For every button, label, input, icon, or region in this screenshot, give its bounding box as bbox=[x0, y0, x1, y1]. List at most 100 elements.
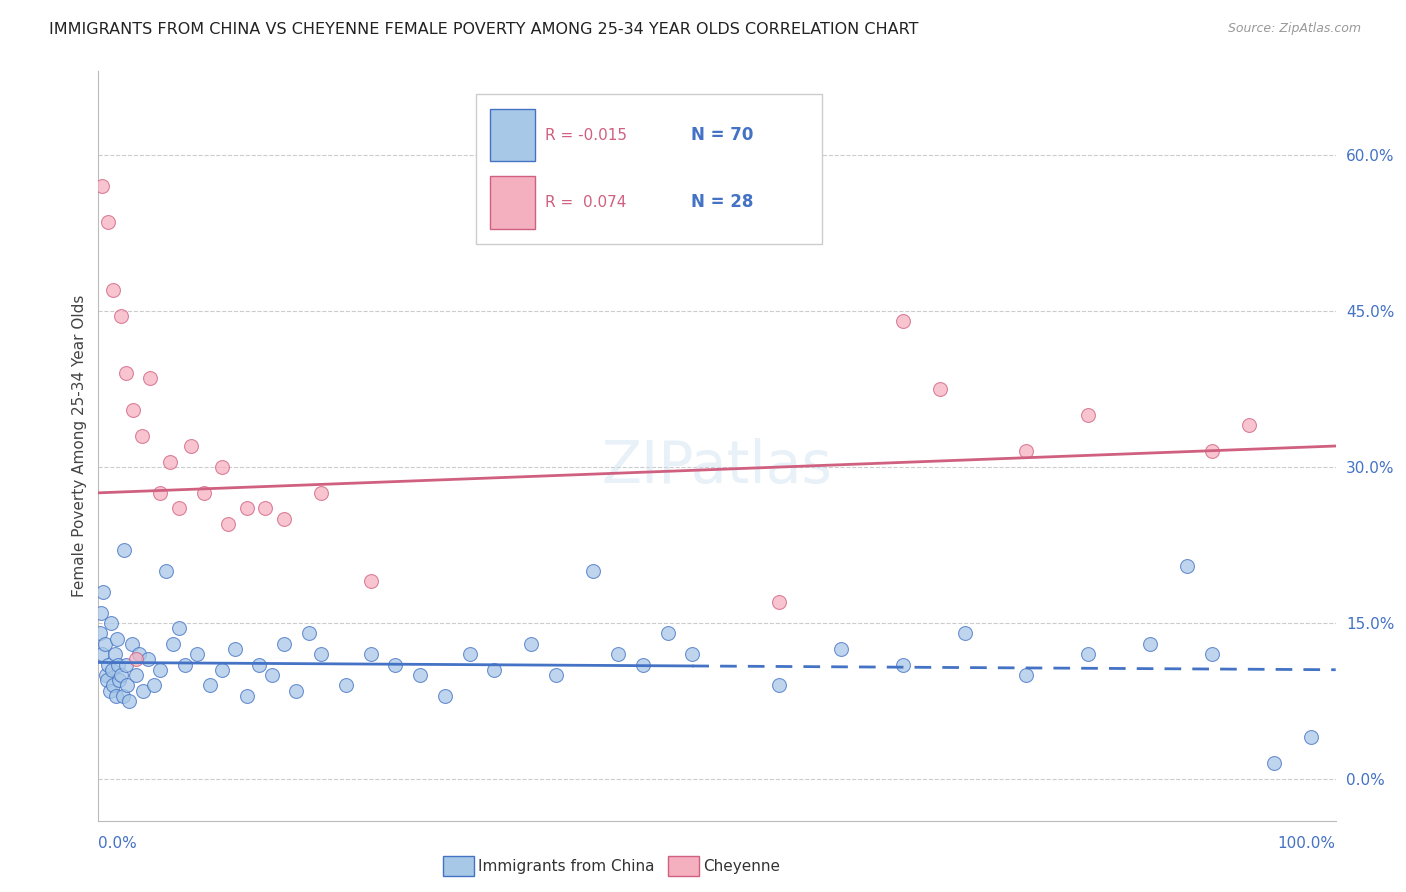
Point bbox=[100, 615, 122, 630]
Point bbox=[458, 647, 481, 661]
Point bbox=[681, 647, 703, 661]
Point bbox=[103, 283, 125, 297]
Point bbox=[891, 314, 914, 328]
Point bbox=[631, 657, 654, 672]
Point bbox=[768, 678, 790, 692]
Point bbox=[830, 642, 852, 657]
Point bbox=[273, 512, 295, 526]
Point bbox=[122, 402, 145, 417]
Y-axis label: Female Poverty Among 25-34 Year Olds: Female Poverty Among 25-34 Year Olds bbox=[72, 295, 87, 597]
Point bbox=[309, 485, 332, 500]
Point bbox=[110, 668, 132, 682]
Point bbox=[115, 678, 138, 692]
Point bbox=[891, 657, 914, 672]
Point bbox=[128, 647, 150, 661]
Point bbox=[174, 657, 197, 672]
Point bbox=[89, 626, 111, 640]
Point bbox=[273, 637, 295, 651]
Point bbox=[108, 673, 131, 688]
Point bbox=[298, 626, 321, 640]
Point bbox=[94, 668, 117, 682]
Point bbox=[97, 215, 120, 229]
Point bbox=[110, 309, 132, 323]
Point bbox=[433, 689, 456, 703]
Text: Source: ZipAtlas.com: Source: ZipAtlas.com bbox=[1227, 22, 1361, 36]
Point bbox=[409, 668, 432, 682]
Point bbox=[285, 683, 308, 698]
Point bbox=[260, 668, 283, 682]
Text: 100.0%: 100.0% bbox=[1278, 837, 1336, 851]
Point bbox=[98, 683, 121, 698]
Point bbox=[928, 382, 950, 396]
Point bbox=[1175, 558, 1198, 573]
Point bbox=[149, 485, 172, 500]
Point bbox=[1299, 731, 1322, 745]
Point bbox=[136, 652, 159, 666]
Point bbox=[118, 694, 141, 708]
Point bbox=[224, 642, 246, 657]
Point bbox=[360, 647, 382, 661]
Point bbox=[91, 647, 114, 661]
Point bbox=[180, 439, 202, 453]
Point bbox=[582, 564, 605, 578]
Point bbox=[93, 584, 115, 599]
Point bbox=[91, 178, 114, 193]
Point bbox=[162, 637, 184, 651]
Point bbox=[1015, 668, 1038, 682]
Point bbox=[520, 637, 543, 651]
Point bbox=[114, 366, 136, 380]
Point bbox=[1015, 444, 1038, 458]
Point bbox=[217, 517, 239, 532]
Point bbox=[546, 668, 568, 682]
Point bbox=[607, 647, 630, 661]
Point bbox=[309, 647, 332, 661]
Point bbox=[159, 455, 181, 469]
Point bbox=[657, 626, 679, 640]
Point bbox=[103, 678, 125, 692]
Point bbox=[193, 485, 215, 500]
Point bbox=[90, 606, 112, 620]
Point bbox=[1201, 647, 1223, 661]
Point bbox=[198, 678, 221, 692]
Text: Immigrants from China: Immigrants from China bbox=[478, 859, 655, 873]
Point bbox=[105, 632, 128, 646]
Point bbox=[124, 652, 146, 666]
Point bbox=[484, 663, 506, 677]
Point bbox=[149, 663, 172, 677]
Point bbox=[96, 673, 118, 688]
Text: 0.0%: 0.0% bbox=[98, 837, 138, 851]
Point bbox=[1077, 408, 1099, 422]
Point bbox=[112, 543, 135, 558]
Point bbox=[360, 574, 382, 589]
Point bbox=[211, 663, 233, 677]
Point bbox=[254, 501, 277, 516]
Point bbox=[112, 689, 135, 703]
Point bbox=[139, 371, 162, 385]
Point bbox=[104, 689, 127, 703]
Point bbox=[186, 647, 208, 661]
Point bbox=[107, 657, 129, 672]
Point bbox=[211, 459, 233, 474]
Point bbox=[131, 428, 153, 442]
Point bbox=[124, 668, 146, 682]
Point bbox=[103, 647, 125, 661]
Point bbox=[121, 637, 143, 651]
Text: ZIPatlas: ZIPatlas bbox=[602, 438, 832, 495]
Text: IMMIGRANTS FROM CHINA VS CHEYENNE FEMALE POVERTY AMONG 25-34 YEAR OLDS CORRELATI: IMMIGRANTS FROM CHINA VS CHEYENNE FEMALE… bbox=[49, 22, 918, 37]
Point bbox=[335, 678, 357, 692]
Point bbox=[132, 683, 155, 698]
Point bbox=[768, 595, 790, 609]
Point bbox=[236, 501, 259, 516]
Point bbox=[101, 663, 124, 677]
Text: Cheyenne: Cheyenne bbox=[703, 859, 780, 873]
Point bbox=[114, 657, 136, 672]
Point bbox=[236, 689, 259, 703]
Point bbox=[155, 564, 177, 578]
Point bbox=[167, 501, 190, 516]
Point bbox=[1263, 756, 1285, 771]
Point bbox=[1237, 418, 1260, 433]
Point bbox=[1077, 647, 1099, 661]
Point bbox=[93, 637, 115, 651]
Point bbox=[953, 626, 976, 640]
Point bbox=[167, 621, 190, 635]
